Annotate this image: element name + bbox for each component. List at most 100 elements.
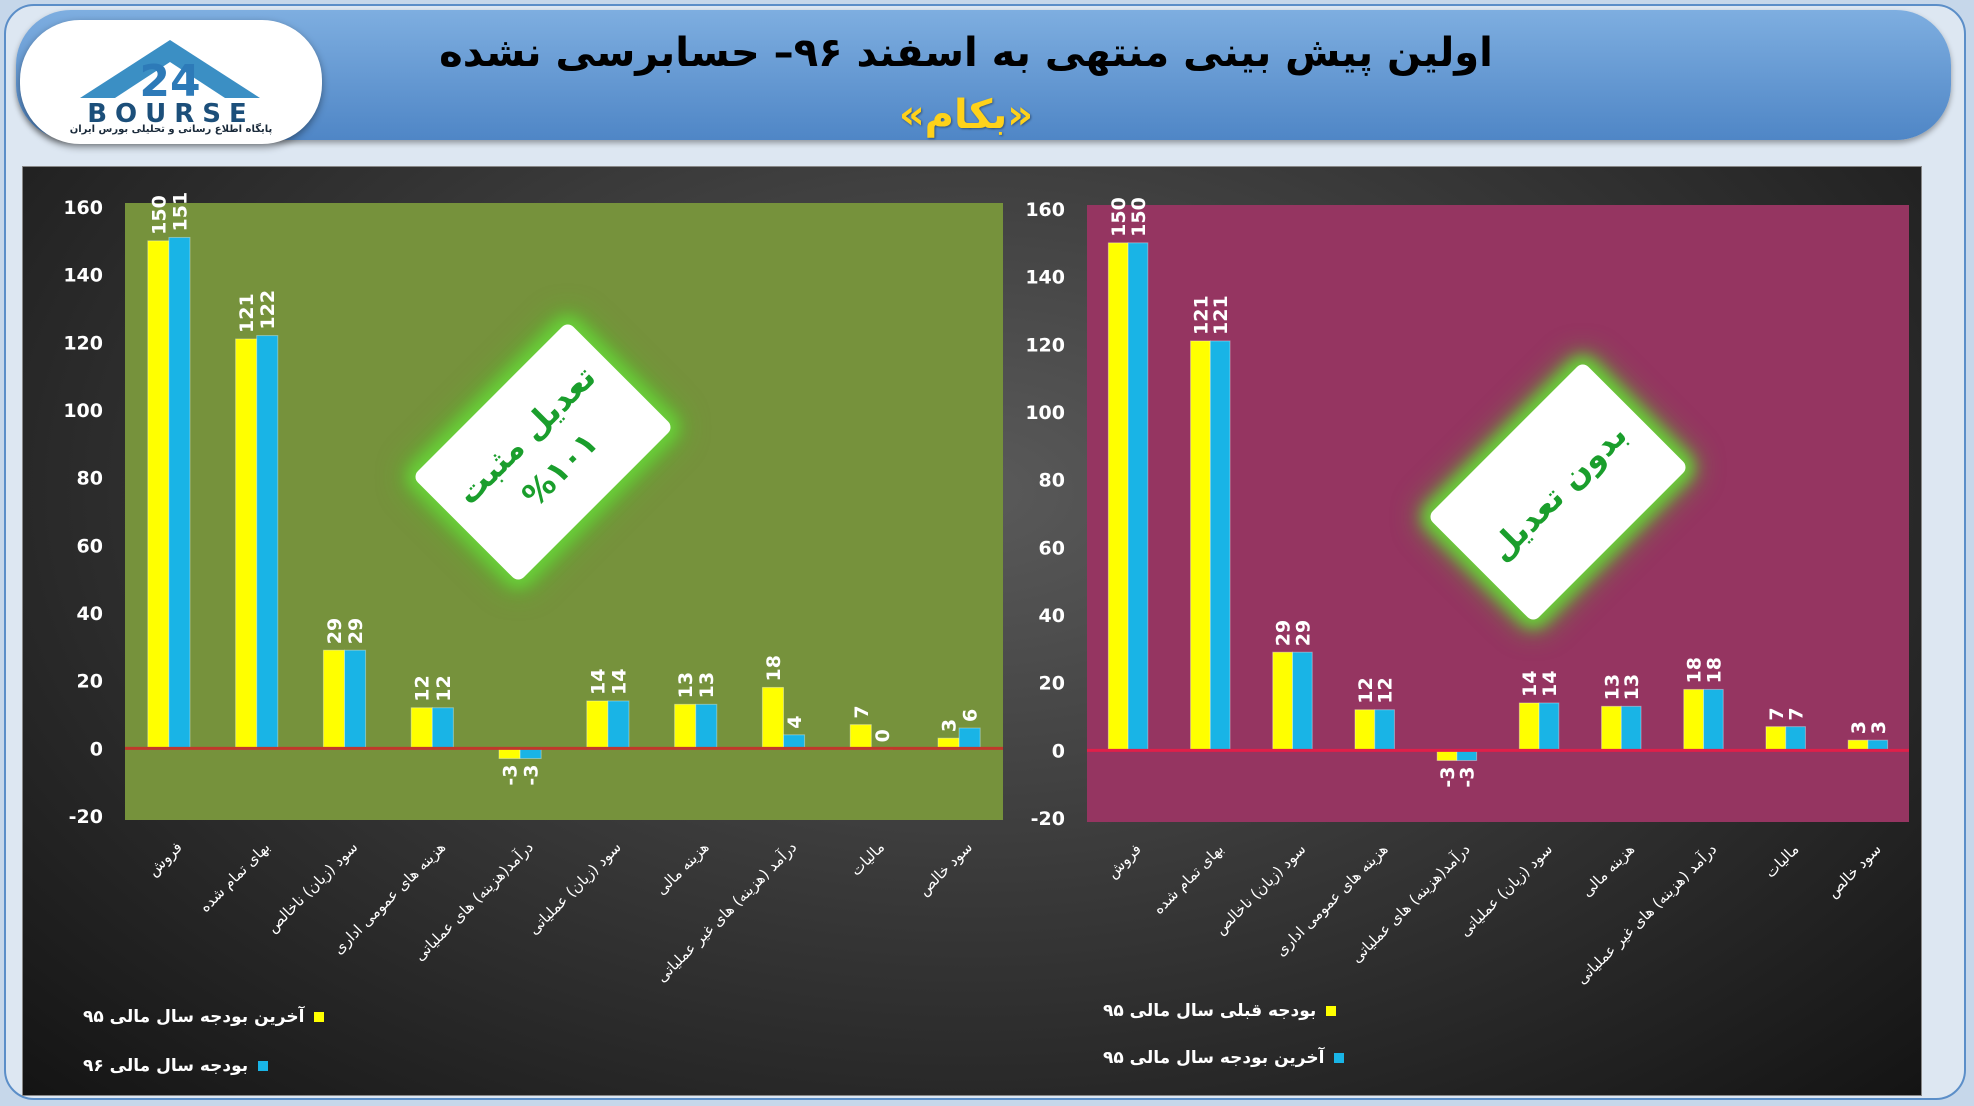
y-tick-label: 0 — [1052, 740, 1065, 762]
legend-right-swatch-2 — [1334, 1053, 1345, 1063]
data-label: 7 — [1786, 707, 1808, 720]
y-tick-label: 40 — [77, 603, 103, 625]
x-tick-label: هزینه مالی — [652, 838, 712, 898]
chart-right: -20 0 20 40 60 80 100 120 140 160 150 121 29 12 -3 14 13… — [1025, 197, 1909, 988]
x-tick-label: فروش — [144, 838, 186, 880]
bar — [1190, 340, 1211, 751]
bar — [168, 236, 191, 749]
x-tick-label: بهای تمام شده — [196, 838, 274, 916]
y-tick-label: 120 — [63, 332, 103, 354]
data-label: 14 — [608, 669, 630, 695]
y-tick-label: 100 — [63, 400, 103, 422]
bar — [1272, 651, 1294, 751]
y-tick-label: 20 — [77, 671, 103, 693]
y-tick-label: 100 — [1025, 402, 1065, 424]
bar — [147, 240, 170, 749]
logo-subtext: پایگاه اطلاع رسانی و تحلیلی بورس ایران — [69, 124, 273, 135]
header-banner: اولین پیش بینی منتهی به اسفند ۹۶– حسابرس… — [16, 10, 1951, 140]
data-label: 12 — [433, 675, 455, 701]
bar — [849, 724, 872, 749]
bar — [1847, 739, 1869, 751]
logo: 24 BOURSE پایگاه اطلاع رسانی و تحلیلی بو… — [20, 20, 322, 144]
data-label: 14 — [1519, 671, 1541, 697]
y-tick-label: 20 — [1039, 673, 1065, 695]
legend-left-swatch-2 — [258, 1061, 269, 1071]
data-label: 121 — [1210, 295, 1232, 335]
data-label: 3 — [1868, 721, 1890, 734]
data-label: 18 — [763, 655, 785, 681]
y-tick-label: 80 — [77, 468, 103, 490]
data-label: -3 — [1457, 766, 1479, 787]
x-tick-label: سود خالص — [915, 838, 976, 899]
bar — [410, 707, 433, 749]
y-tick-label: 0 — [90, 738, 103, 760]
data-label: 13 — [696, 672, 718, 698]
data-label: 14 — [587, 669, 609, 695]
legend-left-swatch-1 — [314, 1012, 325, 1022]
bar — [1127, 242, 1149, 751]
y-tick-label: -20 — [1031, 808, 1065, 830]
bar — [695, 703, 718, 749]
data-label: 18 — [1684, 657, 1706, 683]
data-label: 13 — [1621, 674, 1643, 700]
bar — [1867, 739, 1889, 751]
bar — [1785, 726, 1806, 751]
data-label: 13 — [675, 672, 697, 698]
data-label: 121 — [1190, 295, 1212, 335]
y-tick-label: 60 — [1039, 537, 1065, 559]
bar — [586, 700, 609, 749]
bar — [937, 737, 960, 749]
x-tick-label: سود (زیان) عملیاتی — [525, 838, 625, 938]
bar — [1765, 726, 1787, 751]
y-tick-label: 160 — [63, 197, 103, 219]
bar — [235, 338, 258, 749]
data-label: -3 — [1437, 766, 1459, 787]
bar — [1518, 702, 1540, 751]
data-label: 12 — [1355, 677, 1377, 703]
x-tick-label: درآمد (هزینه) های غیر عملیاتی — [653, 838, 801, 986]
x-tick-label: درآمد (هزینه) های غیر عملیاتی — [1573, 840, 1721, 988]
bar — [761, 686, 784, 749]
data-label: 29 — [1292, 620, 1314, 646]
y-tick-label: 120 — [1025, 334, 1065, 356]
data-label: 3 — [939, 719, 961, 732]
x-tick-label: سود خالص — [1824, 840, 1885, 901]
bar — [431, 707, 454, 749]
data-label: 12 — [1375, 677, 1397, 703]
legend-right-label-1: بودجه قبلی سال مالی ۹۵ — [1103, 1001, 1317, 1021]
legend-left-label-2: بودجه سال مالی ۹۶ — [83, 1056, 249, 1076]
bar — [322, 649, 346, 749]
x-tick-label: بهای تمام شده — [1149, 840, 1227, 918]
data-label: 29 — [324, 618, 346, 644]
bar — [256, 335, 279, 749]
page-subtitle: «بکام» — [898, 92, 1034, 138]
bar — [1601, 705, 1622, 751]
logo-wordmark: BOURSE — [87, 99, 255, 129]
logo-number: 24 — [139, 56, 200, 107]
data-label: 0 — [872, 729, 894, 742]
y-tick-label: 140 — [63, 265, 103, 287]
legend-right-series-2: آخرین بودجه سال مالی ۹۵ — [1103, 1048, 1345, 1068]
data-label: 4 — [784, 716, 806, 729]
data-label: 7 — [851, 705, 873, 718]
bar — [519, 747, 542, 759]
data-label: 29 — [1273, 620, 1295, 646]
y-tick-label: 80 — [1039, 470, 1065, 492]
chart-panel: -20 0 20 40 60 80 100 120 140 160 150 121 29 12 -3 14 13… — [22, 166, 1922, 1096]
page-title: اولین پیش بینی منتهی به اسفند ۹۶– حسابرس… — [439, 30, 1493, 76]
legend-right-swatch-1 — [1326, 1006, 1337, 1016]
bar — [1456, 749, 1478, 761]
data-label: -3 — [521, 764, 543, 785]
legend-left-series-2: بودجه سال مالی ۹۶ — [83, 1056, 269, 1076]
data-label: 150 — [1128, 197, 1150, 237]
bar — [1620, 705, 1642, 751]
bar — [344, 649, 367, 749]
data-label: 12 — [412, 675, 434, 701]
bar — [1683, 688, 1704, 751]
data-label: 3 — [1848, 721, 1870, 734]
y-tick-label: 160 — [1025, 199, 1065, 221]
bar — [1107, 242, 1129, 751]
data-label: 150 — [148, 195, 170, 235]
y-tick-label: 140 — [1025, 267, 1065, 289]
